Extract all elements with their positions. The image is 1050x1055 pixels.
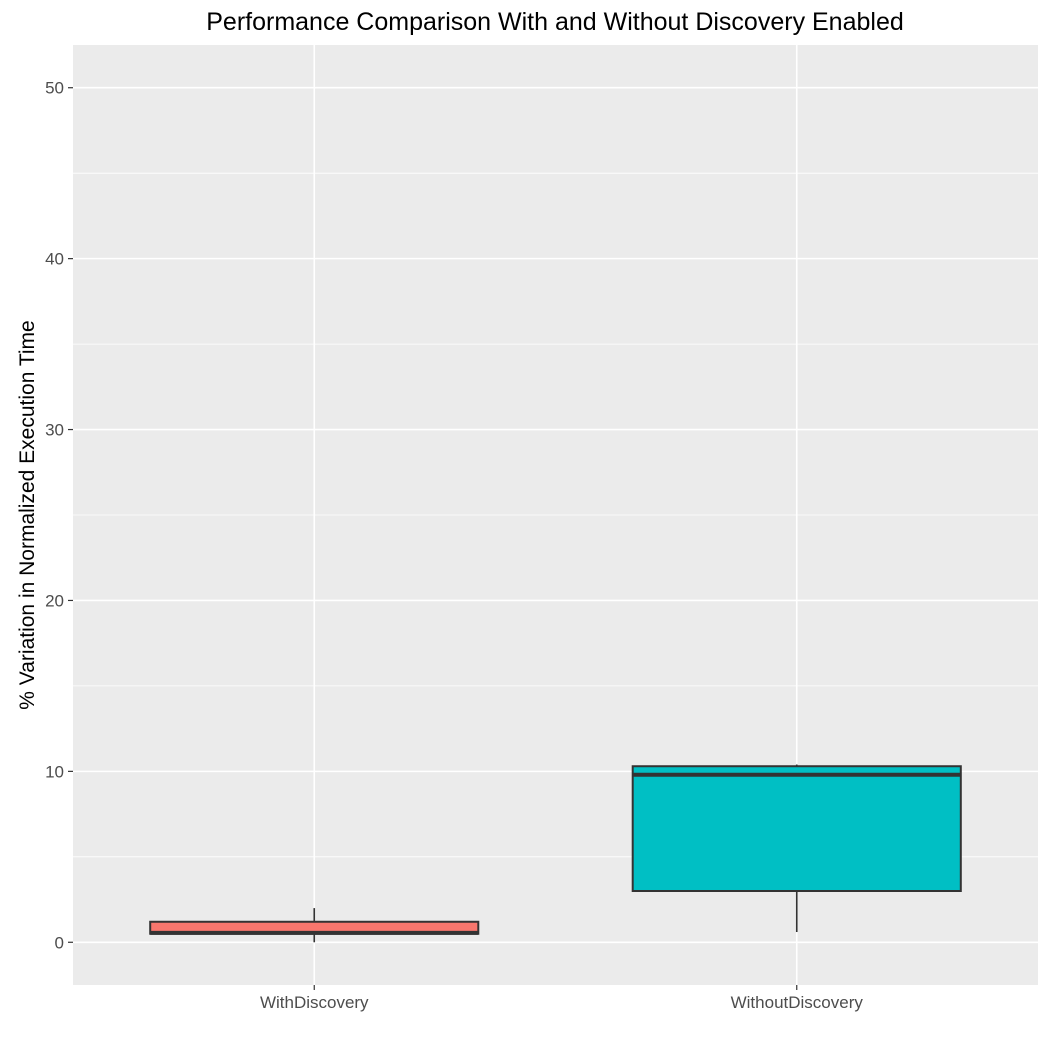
- x-tick-label: WithoutDiscovery: [731, 993, 864, 1012]
- y-tick-label: 40: [45, 250, 64, 269]
- boxes: [149, 764, 962, 943]
- y-tick-label: 50: [45, 79, 64, 98]
- y-tick-label: 0: [55, 933, 64, 952]
- y-tick-label: 20: [45, 591, 64, 610]
- y-tick-label: 10: [45, 762, 64, 781]
- x-axis: WithDiscovery WithoutDiscovery: [260, 985, 863, 1012]
- y-tick-label: 30: [45, 421, 64, 440]
- y-axis-title: % Variation in Normalized Execution Time: [16, 320, 39, 709]
- y-axis: 0 10 20 30 40 50: [45, 79, 73, 952]
- x-tick-label: WithDiscovery: [260, 993, 369, 1012]
- box-WithoutDiscovery: [631, 764, 962, 933]
- box-WithDiscovery: [149, 908, 480, 943]
- chart-title: Performance Comparison With and Without …: [206, 8, 904, 36]
- box-body: [631, 765, 962, 893]
